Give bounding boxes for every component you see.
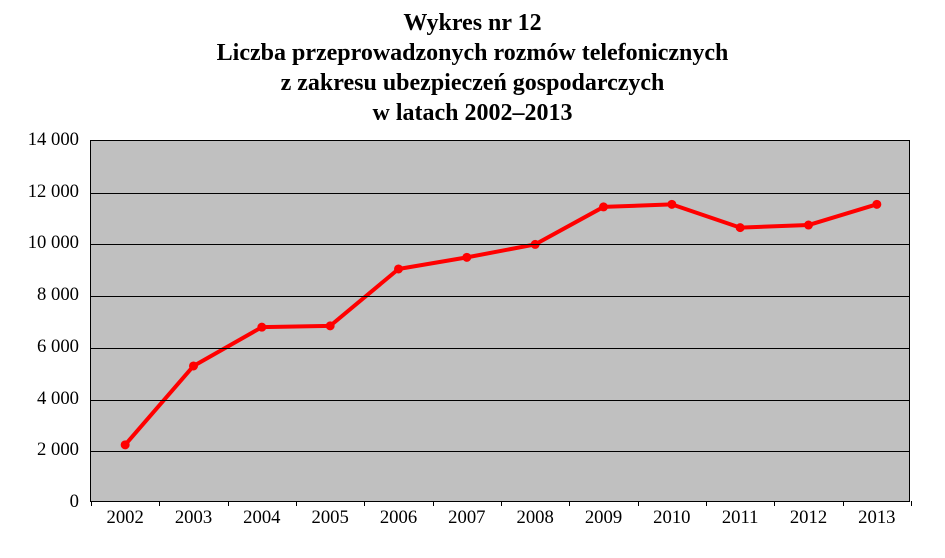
series-marker — [121, 441, 129, 449]
x-tick — [706, 501, 707, 506]
series-marker — [600, 203, 608, 211]
chart-container: 02 0004 0006 0008 00010 00012 00014 000 … — [30, 140, 916, 538]
gridline — [91, 193, 909, 194]
y-tick-label: 2 000 — [37, 439, 79, 461]
series-marker — [873, 200, 881, 208]
line-series — [91, 141, 911, 503]
series-marker — [190, 362, 198, 370]
x-tick-label: 2010 — [653, 507, 690, 529]
x-tick — [638, 501, 639, 506]
page-root: Wykres nr 12 Liczba przeprowadzonych roz… — [0, 0, 945, 558]
series-marker — [463, 253, 471, 261]
x-tick-label: 2007 — [448, 507, 485, 529]
gridline — [91, 296, 909, 297]
x-tick — [228, 501, 229, 506]
x-tick-label: 2005 — [312, 507, 349, 529]
y-tick-label: 6 000 — [37, 336, 79, 358]
x-tick — [774, 501, 775, 506]
x-tick-label: 2004 — [243, 507, 280, 529]
series-line — [125, 204, 877, 444]
title-line-1: Wykres nr 12 — [0, 8, 945, 38]
x-tick-label: 2013 — [858, 507, 895, 529]
y-tick-label: 12 000 — [28, 181, 79, 203]
series-marker — [258, 323, 266, 331]
title-line-3: z zakresu ubezpieczeń gospodarczych — [0, 68, 945, 98]
series-marker — [805, 221, 813, 229]
y-tick-label: 8 000 — [37, 284, 79, 306]
y-tick-label: 0 — [70, 491, 79, 513]
plot-area: 2002200320042005200620072008200920102011… — [90, 140, 910, 502]
x-tick — [364, 501, 365, 506]
x-tick — [501, 501, 502, 506]
x-tick-label: 2002 — [107, 507, 144, 529]
series-marker — [668, 200, 676, 208]
x-tick — [911, 501, 912, 506]
x-tick — [296, 501, 297, 506]
y-axis-labels: 02 0004 0006 0008 00010 00012 00014 000 — [30, 140, 85, 502]
y-tick-label: 4 000 — [37, 388, 79, 410]
y-tick-label: 10 000 — [28, 232, 79, 254]
x-tick — [569, 501, 570, 506]
gridline — [91, 244, 909, 245]
gridline — [91, 400, 909, 401]
x-tick-label: 2009 — [585, 507, 622, 529]
series-marker — [395, 265, 403, 273]
gridline — [91, 451, 909, 452]
x-axis-labels: 2002 2003 2004 2005 2006 2007 2008 2009 2010 2011… — [91, 501, 909, 531]
x-tick-label: 2012 — [790, 507, 827, 529]
y-tick-label: 14 000 — [28, 129, 79, 151]
x-tick — [91, 501, 92, 506]
series-marker — [326, 322, 334, 330]
x-tick — [433, 501, 434, 506]
x-tick-label: 2006 — [380, 507, 417, 529]
chart-title: Wykres nr 12 Liczba przeprowadzonych roz… — [0, 0, 945, 128]
x-tick — [843, 501, 844, 506]
gridline — [91, 348, 909, 349]
x-tick — [159, 501, 160, 506]
x-tick-label: 2003 — [175, 507, 212, 529]
series-marker — [736, 224, 744, 232]
x-tick-label: 2008 — [517, 507, 554, 529]
x-tick-label: 2011 — [722, 507, 759, 529]
title-line-4: w latach 2002–2013 — [0, 98, 945, 128]
title-line-2: Liczba przeprowadzonych rozmów telefonic… — [0, 38, 945, 68]
